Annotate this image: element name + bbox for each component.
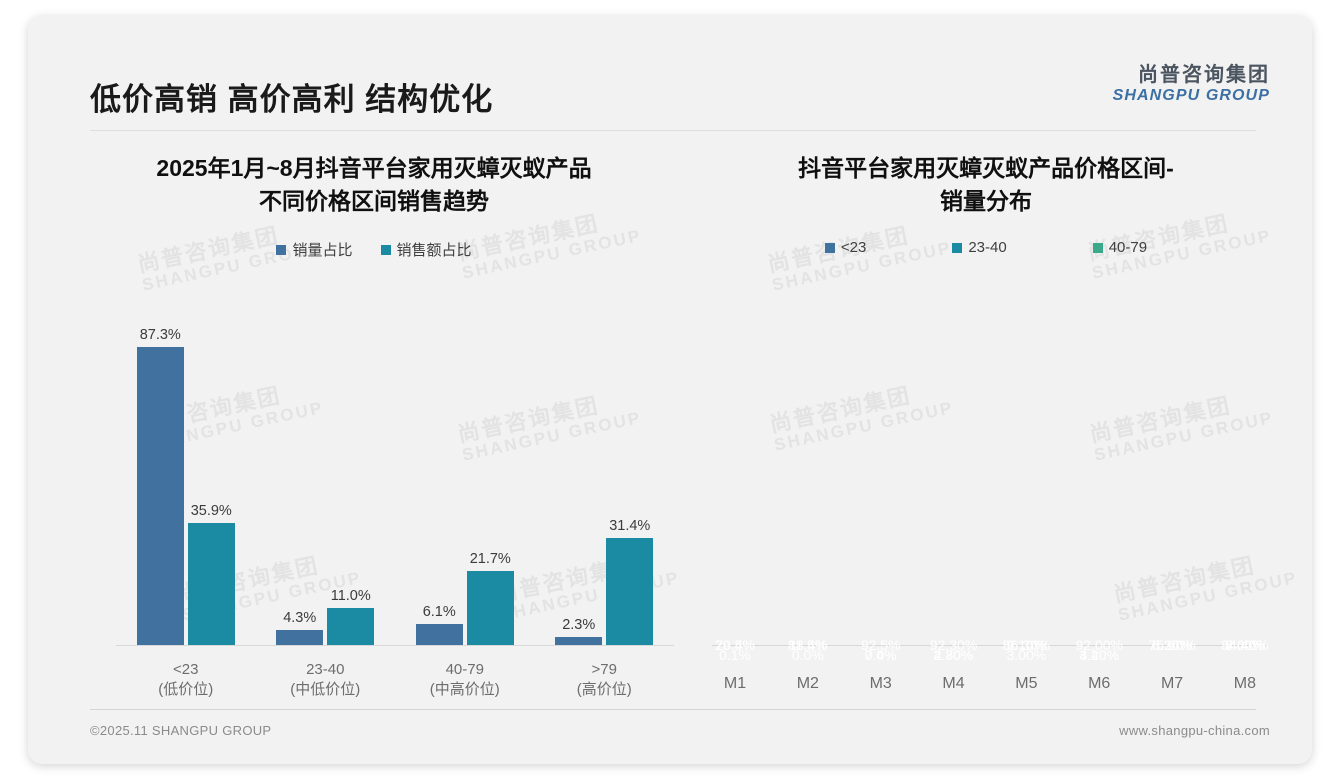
bar-sales-amount[interactable] — [187, 522, 235, 645]
x-axis-category-main: 40-79 — [445, 660, 484, 678]
bar-value-label: 4.3% — [283, 610, 317, 627]
x-axis-category-sub: (高价位) — [576, 681, 632, 699]
bar-wrap: 87.3% — [136, 304, 184, 645]
slide: 低价高销 高价高利 结构优化 尚普咨询集团 SHANGPU GROUP 尚普咨询… — [28, 16, 1312, 764]
segment-label: 0.0% — [791, 647, 824, 663]
x-axis-category: 23-40 (中低价位) — [290, 660, 360, 701]
bar-value-label: 31.4% — [609, 517, 651, 534]
x-axis-line — [712, 645, 1268, 646]
bar-groups: 87.3% 35.9% <23 (低价位) — [116, 304, 675, 698]
right-chart-plot: 0.1% 79.4% 20.5% M1 0.0% 8 — [696, 304, 1276, 704]
legend-item-40-79[interactable]: 40-79 — [1092, 239, 1148, 257]
bar-wrap: 35.9% — [187, 304, 235, 645]
bar-sales-amount[interactable] — [466, 571, 514, 645]
legend-item-sales-volume[interactable]: 销量占比 — [276, 239, 353, 260]
right-chart-title: 抖音平台家用灭蟑灭蚁产品价格区间- 销量分布 — [696, 134, 1276, 217]
legend-item-23-40[interactable]: 23-40 — [952, 239, 1007, 257]
bar-wrap: 4.3% — [276, 304, 324, 645]
bar-group: 87.3% 35.9% <23 (低价位) — [116, 304, 256, 698]
legend-label: 23-40 — [968, 239, 1007, 257]
bar-sales-amount[interactable] — [327, 607, 375, 645]
footer-copyright: ©2025.11 SHANGPU GROUP — [90, 723, 272, 738]
x-axis-category: M6 — [1088, 675, 1111, 692]
segment-label: 4.80% — [933, 647, 974, 663]
right-chart-title-line1: 抖音平台家用灭蟑灭蚁产品价格区间- — [798, 155, 1174, 181]
bar-sales-volume[interactable] — [415, 624, 463, 645]
right-chart-legend: <23 23-40 40-79 — [696, 239, 1276, 256]
x-axis-category: M3 — [869, 675, 892, 692]
legend-item-under-23[interactable]: <23 — [824, 239, 867, 257]
page-title: 低价高销 高价高利 结构优化 — [90, 82, 494, 117]
x-axis-category-main: >79 — [591, 660, 617, 678]
legend-swatch-icon — [380, 244, 391, 255]
legend-item-sales-amount[interactable]: 销售额占比 — [380, 239, 472, 260]
legend-label: 销量占比 — [292, 242, 353, 260]
left-chart-title: 2025年1月~8月抖音平台家用灭蟑灭蚁产品 不同价格区间销售趋势 — [64, 134, 684, 217]
legend-swatch-icon — [276, 244, 287, 255]
segment-label: 3.00% — [1006, 647, 1047, 663]
stacked-bars: 0.1% 79.4% 20.5% M1 0.0% 8 — [712, 304, 1269, 692]
segment-label: 4.40% — [1079, 647, 1120, 663]
bar-value-label: 21.7% — [469, 551, 511, 568]
legend-swatch-icon — [1092, 242, 1103, 253]
right-chart-title-line2: 销量分布 — [940, 187, 1032, 214]
left-chart-legend: 销量占比 销售额占比 — [64, 239, 684, 260]
x-axis-category-sub: (低价位) — [158, 681, 214, 699]
brand-name-cn: 尚普咨询集团 — [1138, 64, 1270, 86]
bar-group: 4.3% 11.0% 23-40 (中低价位) — [256, 304, 396, 698]
bar-sales-volume[interactable] — [276, 630, 324, 645]
legend-swatch-icon — [952, 242, 963, 253]
brand-name-en: SHANGPU GROUP — [1112, 87, 1270, 104]
bar-wrap: 21.7% — [466, 304, 514, 645]
bar-wrap: 31.4% — [606, 304, 654, 645]
x-axis-category-sub: (中低价位) — [290, 681, 361, 699]
segment-label: 3.20% — [1079, 647, 1120, 663]
footer-divider — [90, 709, 1256, 710]
bar-sales-amount[interactable] — [606, 537, 654, 645]
legend-label: <23 — [840, 239, 867, 257]
bar-value-label: 35.9% — [190, 502, 232, 519]
segment-label: 7.4% — [864, 647, 897, 663]
legend-swatch-icon — [824, 242, 835, 253]
brand-logo: 尚普咨询集团 SHANGPU GROUP — [1113, 64, 1270, 105]
right-chart-panel: 抖音平台家用灭蟑灭蚁产品价格区间- 销量分布 <23 23-40 40-79 — [696, 134, 1276, 714]
x-axis-category: <23 (低价位) — [158, 660, 213, 701]
slide-header: 低价高销 高价高利 结构优化 尚普咨询集团 SHANGPU GROUP — [28, 16, 1312, 131]
x-axis-category: M1 — [723, 675, 747, 692]
legend-label: 40-79 — [1108, 239, 1148, 257]
bar-wrap: 11.0% — [327, 304, 375, 645]
x-axis-category: M7 — [1160, 675, 1184, 692]
segment-label: 2.70% — [933, 647, 974, 663]
x-axis-category: M2 — [796, 675, 819, 692]
x-axis-category: >79 (高价位) — [577, 660, 632, 701]
x-axis-category-main: <23 — [173, 660, 199, 678]
bar-value-label: 2.3% — [562, 617, 596, 634]
bar-value-label: 11.0% — [330, 587, 371, 604]
bar-sales-volume[interactable] — [136, 347, 184, 645]
left-chart-panel: 2025年1月~8月抖音平台家用灭蟑灭蚁产品 不同价格区间销售趋势 销量占比 销… — [64, 134, 684, 714]
left-chart-title-line1: 2025年1月~8月抖音平台家用灭蟑灭蚁产品 — [156, 155, 592, 181]
segment-label: 0.1% — [719, 647, 751, 663]
x-axis-category: 40-79 (中高价位) — [430, 660, 500, 701]
x-axis-category-main: 23-40 — [306, 660, 345, 678]
left-chart-plot: 87.3% 35.9% <23 (低价位) — [64, 304, 684, 704]
x-axis-category: M8 — [1233, 675, 1257, 692]
footer-website[interactable]: www.shangpu-china.com — [1119, 723, 1270, 738]
bar-group: 2.3% 31.4% >79 (高价位) — [535, 304, 675, 698]
bar-wrap: 2.3% — [555, 304, 603, 645]
x-axis-category: M5 — [1015, 675, 1038, 692]
bar-group: 6.1% 21.7% 40-79 (中高价位) — [395, 304, 535, 698]
header-divider — [90, 130, 1256, 131]
x-axis-category: M4 — [942, 675, 965, 692]
bar-value-label: 87.3% — [139, 327, 181, 344]
bar-wrap: 6.1% — [415, 304, 463, 645]
left-chart-title-line2: 不同价格区间销售趋势 — [259, 187, 489, 214]
bar-value-label: 6.1% — [422, 604, 456, 621]
legend-label: 销售额占比 — [396, 242, 472, 260]
segment-label: 0.0% — [864, 647, 897, 663]
x-axis-line — [116, 645, 674, 646]
bar-sales-volume[interactable] — [555, 637, 603, 645]
x-axis-category-sub: (中高价位) — [429, 681, 500, 699]
